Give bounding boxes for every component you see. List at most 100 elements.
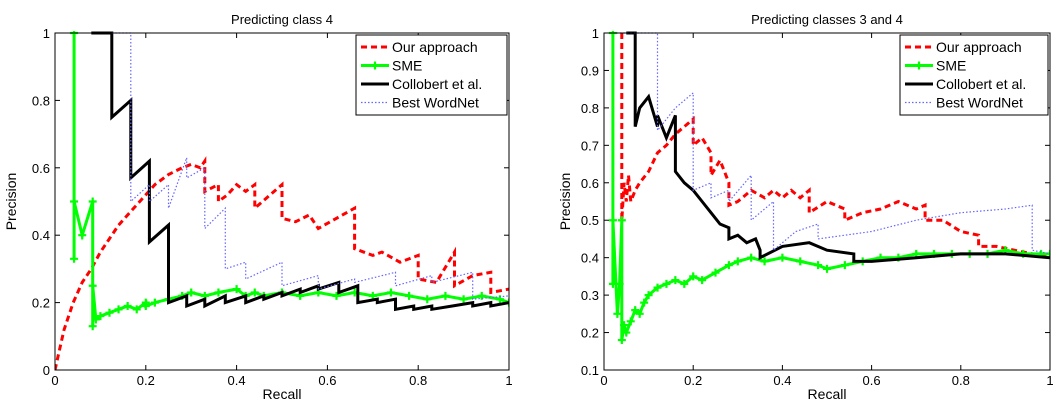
series-marker [96,312,105,321]
legend-label: SME [936,58,966,74]
y-tick-label: 0.3 [581,288,599,303]
series-marker [88,281,97,290]
series-marker [405,291,414,300]
x-tick-label: 0.2 [137,373,155,388]
series-marker [214,288,223,297]
y-tick-label: 0.2 [581,326,599,341]
legend-label: Collobert et al. [392,76,482,92]
series-marker [91,315,100,324]
series-marker [733,257,742,266]
y-tick-label: 0.9 [581,63,599,78]
x-tick-label: 1 [505,373,512,388]
series-marker [840,261,849,270]
series-marker [724,261,733,270]
series-marker [747,253,756,262]
y-tick-label: 0.5 [581,213,599,228]
legend-label: Best WordNet [936,95,1023,111]
series-marker [423,295,432,304]
chart-title: Predicting class 4 [231,12,333,27]
legend-label: SME [392,58,422,74]
series-marker [635,309,644,318]
chart-2: Predicting classes 3 and 4 0 0.2 0.4 0.6 0.8 1… [557,12,1054,402]
series-marker [662,279,671,288]
series-marker [105,308,114,317]
series-marker [698,276,707,285]
series-marker [626,317,635,326]
y-tick-label: 0.8 [581,101,599,116]
y-tick-label: 0 [43,363,50,378]
legend: Our approach SME Collobert et al. Best Word… [899,34,1049,116]
x-tick-label: 0.4 [228,373,246,388]
series-marker [615,279,624,288]
x-tick-label: 0 [600,373,607,388]
series-marker [644,291,653,300]
x-tick-label: 1 [1046,373,1053,388]
series-marker [88,322,97,331]
series-marker [640,298,649,307]
series-marker [88,197,97,206]
series-marker [778,253,787,262]
series-marker [617,216,626,225]
series-marker [250,288,259,297]
y-tick-label: 0.7 [581,138,599,153]
series-line-collobert-et-al- [626,31,1050,263]
series-marker [653,283,662,292]
series-marker [617,336,626,345]
y-tick-label: 0.6 [581,176,599,191]
y-tick-label: 0.6 [32,161,50,176]
legend-label: Collobert et al. [936,76,1026,92]
series-line-our-approach [620,33,1050,260]
y-tick-label: 0.4 [581,251,599,266]
legend-box [899,34,1049,116]
x-axis-label: Recall [808,386,847,402]
series-line-our-approach [55,156,509,370]
series-marker [123,301,132,310]
legend-label: Our approach [392,39,478,55]
chart-title: Predicting classes 3 and 4 [751,12,903,27]
series-marker [823,264,831,273]
series-marker [608,279,617,288]
y-tick-label: 0.4 [32,228,50,243]
series-marker [613,309,622,318]
x-tick-label: 0.6 [318,373,336,388]
series-marker [814,261,823,270]
x-tick-label: 0.2 [684,373,702,388]
series-marker [386,288,395,297]
x-tick-label: 0.6 [863,373,881,388]
legend-marker [915,61,923,70]
legend-label: Our approach [936,39,1022,55]
series-marker [141,301,150,310]
series-marker [459,295,468,304]
series-line-best-wordnet [111,32,509,300]
series-marker [608,216,617,225]
y-tick-label: 0.1 [581,363,599,378]
series-marker [70,197,79,206]
legend-marker [371,61,379,70]
series-group [608,31,1050,345]
series-marker [631,306,640,315]
y-axis-label: Precision [3,173,19,231]
series-group [55,31,509,370]
series-marker [477,291,486,300]
legend-label: Best WordNet [392,95,479,111]
series-marker [150,298,159,307]
y-tick-label: 1 [43,26,50,41]
series-marker [78,231,87,240]
y-tick-label: 0.8 [32,93,50,108]
series-marker [114,305,123,314]
y-tick-label: 0.2 [32,296,50,311]
x-tick-label: 0.4 [773,373,791,388]
series-marker [622,328,631,337]
series-marker [70,254,79,263]
chart-1: Predicting class 4 0 0.2 0.4 0.6 0.8 1 0 0.2 0.4 0… [3,12,513,402]
series-marker [711,268,720,277]
x-tick-label: 0 [51,373,58,388]
x-axis-label: Recall [263,386,302,402]
series-marker [232,285,241,294]
plot-frame [603,32,1051,371]
series-marker [760,257,769,266]
series-line-collobert-et-al- [91,31,509,312]
series-marker [620,321,629,330]
